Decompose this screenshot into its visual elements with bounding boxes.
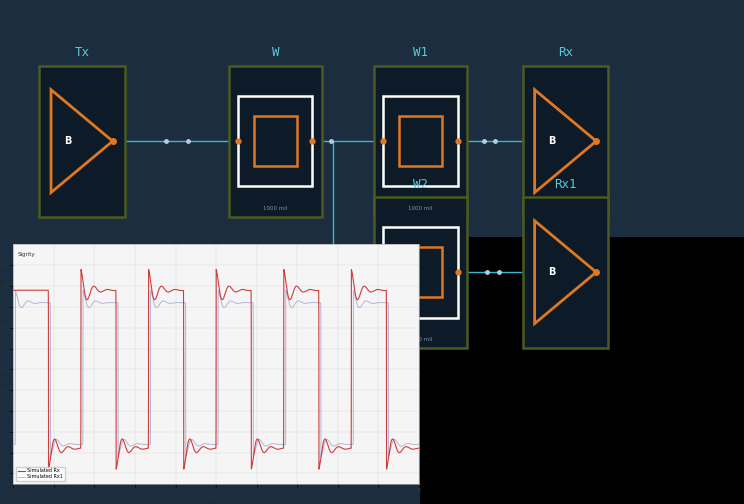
Text: Tx: Tx bbox=[74, 46, 89, 59]
X-axis label: time(ns): time(ns) bbox=[203, 494, 229, 499]
FancyBboxPatch shape bbox=[420, 237, 744, 504]
Polygon shape bbox=[51, 90, 112, 193]
FancyBboxPatch shape bbox=[39, 66, 125, 217]
Text: 1000 mil: 1000 mil bbox=[408, 206, 432, 211]
Legend: Simulated Rx, Simulated Rx1: Simulated Rx, Simulated Rx1 bbox=[16, 467, 65, 481]
Polygon shape bbox=[535, 221, 596, 324]
FancyBboxPatch shape bbox=[254, 116, 297, 166]
FancyBboxPatch shape bbox=[399, 116, 442, 166]
Text: 1000 mil: 1000 mil bbox=[263, 206, 287, 211]
FancyBboxPatch shape bbox=[383, 227, 458, 318]
FancyBboxPatch shape bbox=[383, 96, 458, 186]
Text: W2: W2 bbox=[413, 177, 428, 191]
Text: Sigrity: Sigrity bbox=[17, 251, 35, 257]
Text: W: W bbox=[272, 46, 279, 59]
FancyBboxPatch shape bbox=[399, 247, 442, 297]
Polygon shape bbox=[535, 90, 596, 193]
FancyBboxPatch shape bbox=[373, 66, 467, 217]
FancyBboxPatch shape bbox=[229, 66, 321, 217]
FancyBboxPatch shape bbox=[238, 96, 312, 186]
Text: B: B bbox=[65, 136, 72, 146]
Text: 1000 mil: 1000 mil bbox=[408, 337, 432, 342]
Text: W1: W1 bbox=[413, 46, 428, 59]
Text: B: B bbox=[548, 267, 556, 277]
FancyBboxPatch shape bbox=[522, 197, 609, 348]
FancyBboxPatch shape bbox=[373, 197, 467, 348]
Text: B: B bbox=[548, 136, 556, 146]
FancyBboxPatch shape bbox=[522, 66, 609, 217]
Text: Rx1: Rx1 bbox=[554, 177, 577, 191]
Text: Rx: Rx bbox=[558, 46, 573, 59]
